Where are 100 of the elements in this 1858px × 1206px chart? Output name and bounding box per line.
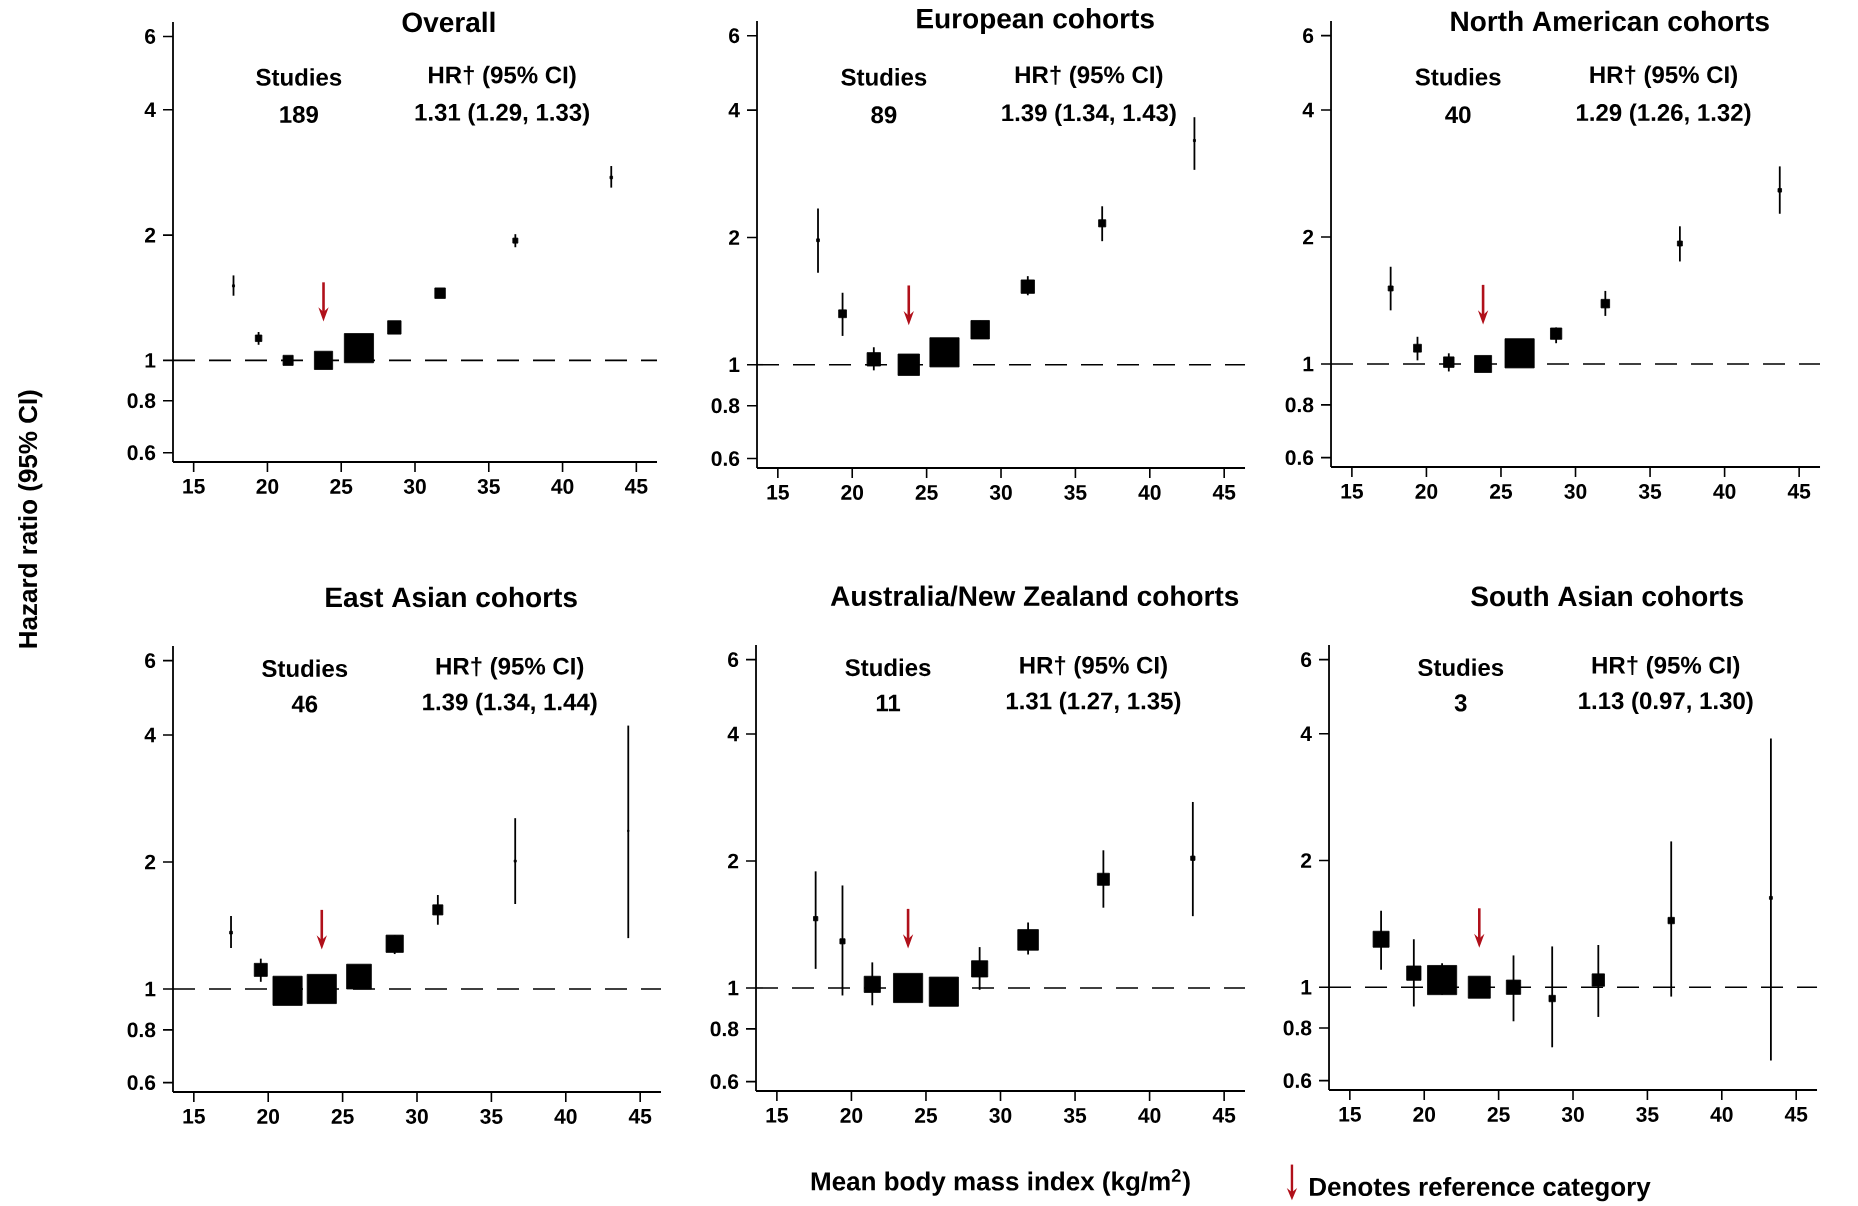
y-tick-label: 0.8 [711, 398, 740, 414]
y-tick-label: 2 [145, 227, 156, 243]
x-tick-label: 35 [1636, 1107, 1659, 1122]
y-tick-label: 1 [145, 353, 156, 368]
y-tick-label: 4 [728, 102, 740, 118]
x-tick-label: 15 [183, 479, 205, 494]
x-axis-title: Mean body mass index (kg/m$^{2}$) [811, 1169, 1190, 1196]
x-tick-label: 40 [1138, 485, 1161, 500]
x-tick-label: 30 [1564, 484, 1587, 499]
y-tick-label: 2 [145, 854, 156, 870]
y-tick-label: 0.6 [127, 445, 156, 461]
x-tick-label: 15 [183, 1109, 205, 1124]
annotation: HR† (95% CI) [1020, 656, 1167, 679]
annotation: Studies [841, 68, 927, 86]
text: Denotes reference category [1310, 1176, 1651, 1202]
x-tick-label: 35 [1064, 485, 1087, 500]
y-tick-label: 4 [1300, 726, 1312, 741]
x-tick-label: 25 [1490, 484, 1513, 499]
x-tick-label: 40 [554, 1109, 577, 1124]
x-tick-label: 30 [403, 479, 426, 494]
x-tick-label: 40 [1713, 484, 1736, 499]
y-tick-label: 1 [729, 357, 740, 372]
chart-title: East Asian cohorts [326, 586, 577, 608]
y-tick-label: 4 [1302, 102, 1314, 118]
x-tick-label: 25 [331, 1109, 354, 1124]
y-tick-label: 0.8 [1285, 397, 1314, 413]
y-tick-label: 0.8 [127, 1022, 156, 1038]
y-tick-label: 6 [728, 652, 739, 668]
annotation: 1.39 (1.34, 1.43) [1002, 103, 1176, 127]
annotation: HR† (95% CI) [429, 65, 576, 89]
annotation: 189 [280, 105, 318, 123]
annotation: HR† (95% CI) [1590, 65, 1737, 88]
y-tick-label: 0.6 [1283, 1073, 1312, 1089]
annotation: HR† (95% CI) [1592, 656, 1740, 679]
x-tick-label: 45 [1212, 485, 1236, 500]
y-tick-label: 6 [1301, 652, 1312, 668]
x-tick-label: 35 [480, 1109, 503, 1124]
x-tick-label: 20 [840, 1108, 863, 1123]
y-tick-label: 4 [727, 726, 739, 742]
y-tick-label: 6 [145, 29, 156, 44]
annotation: Studies [1418, 658, 1504, 677]
x-tick-label: 45 [1787, 484, 1811, 499]
y-tick-label: 1 [1303, 356, 1314, 372]
annotation: Studies [845, 658, 931, 677]
x-tick-label: 45 [624, 479, 648, 494]
annotation: 1.39 (1.34, 1.44) [423, 692, 597, 716]
y-tick-label: 2 [1303, 229, 1314, 245]
x-tick-label: 30 [989, 1108, 1012, 1123]
annotation: 1.31 (1.29, 1.33) [415, 103, 589, 126]
y-tick-label: 0.6 [711, 451, 740, 467]
annotation: 3 [1454, 694, 1467, 712]
annotation: Studies [262, 659, 348, 678]
x-tick-label: 40 [1710, 1107, 1733, 1122]
x-tick-label: 40 [1138, 1108, 1161, 1123]
annotation: 11 [876, 694, 901, 712]
y-tick-label: 1 [145, 981, 156, 997]
annotation: HR† (95% CI) [436, 657, 584, 680]
chart-title: Overall [402, 11, 495, 33]
y-tick-label: 6 [1303, 28, 1314, 44]
y-tick-label: 1 [1301, 980, 1312, 995]
x-tick-label: 25 [330, 479, 353, 494]
x-tick-label: 15 [767, 485, 789, 500]
y-tick-label: 0.6 [710, 1074, 739, 1090]
x-tick-label: 15 [766, 1108, 788, 1123]
x-tick-label: 25 [1487, 1107, 1510, 1122]
annotation: 1.31 (1.27, 1.35) [1006, 691, 1181, 715]
x-tick-label: 20 [1415, 484, 1438, 499]
x-tick-label: 35 [1638, 484, 1662, 499]
y-tick-label: 0.8 [1283, 1020, 1312, 1036]
x-tick-label: 35 [1063, 1108, 1087, 1123]
x-tick-label: 45 [1784, 1107, 1808, 1122]
x-tick-label: 25 [915, 1108, 938, 1123]
x-tick-label: 25 [915, 485, 938, 500]
chart-title: Australia/New Zealand cohorts [830, 585, 1239, 607]
x-tick-label: 20 [841, 485, 864, 500]
chart-title: North American cohorts [1451, 10, 1769, 32]
chart-title: South Asian cohorts [1471, 585, 1743, 607]
x-tick-label: 35 [477, 479, 500, 494]
annotation: 40 [1445, 106, 1471, 124]
y-tick-label: 0.8 [710, 1021, 739, 1037]
y-tick-label: 1 [728, 980, 739, 996]
x-tick-label: 20 [256, 479, 279, 494]
y-tick-label: 6 [729, 28, 740, 44]
y-tick-label: 2 [729, 230, 740, 245]
x-tick-label: 20 [1413, 1107, 1436, 1122]
annotation: 1.13 (0.97, 1.30) [1579, 691, 1753, 715]
y-tick-label: 0.6 [1285, 450, 1314, 466]
y-tick-label: 2 [728, 853, 739, 869]
x-tick-label: 45 [1212, 1108, 1236, 1123]
y-tick-label: 4 [144, 102, 156, 117]
x-tick-label: 15 [1341, 484, 1363, 499]
annotation: HR† (95% CI) [1015, 65, 1163, 89]
annotation: 89 [871, 106, 897, 124]
x-tick-label: 45 [628, 1109, 652, 1124]
chart-title: European cohorts [917, 7, 1154, 35]
annotation: 1.29 (1.26, 1.32) [1576, 103, 1751, 126]
y-tick-label: 2 [1301, 853, 1312, 868]
y-tick-label: 0.6 [127, 1075, 156, 1091]
annotation: 46 [291, 695, 318, 713]
x-tick-label: 30 [1561, 1107, 1584, 1122]
